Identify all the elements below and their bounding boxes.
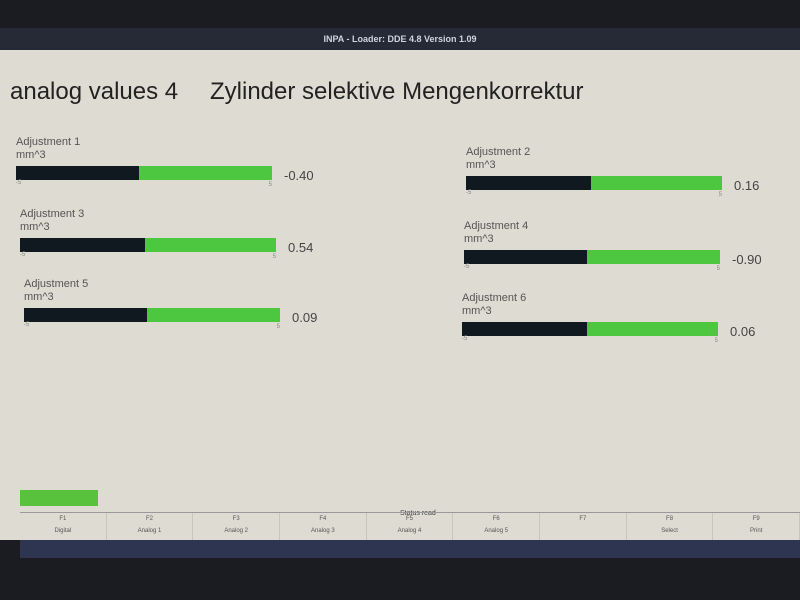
fkey-f4[interactable]: F4 Analog 3 — [280, 513, 367, 541]
adjustment-bar-fill — [466, 176, 592, 190]
adjustment-bar — [20, 238, 276, 252]
adjustment-label: Adjustment 5 — [24, 278, 89, 290]
fkey-f7[interactable]: F7 — [540, 513, 627, 541]
adjustment-4: Adjustment 4 mm^3 -5 5 -0.90 — [464, 220, 764, 274]
fkey-label: Analog 5 — [484, 528, 509, 534]
adjustment-bar — [466, 176, 722, 190]
adjustment-unit: mm^3 — [462, 305, 492, 317]
bar-min: -5 — [16, 180, 22, 186]
bar-max: 5 — [718, 192, 722, 198]
bar-max: 5 — [268, 182, 272, 188]
adjustment-bar-fill — [464, 250, 587, 264]
fkey-f2[interactable]: F2 Analog 1 — [107, 513, 194, 541]
adjustment-label: Adjustment 6 — [462, 292, 527, 304]
adjustment-label: Adjustment 2 — [466, 146, 531, 158]
fkey-label: Print — [750, 528, 763, 534]
adjustment-bar-fill — [16, 166, 139, 180]
adjustment-6: Adjustment 6 mm^3 -5 5 0.06 — [462, 292, 762, 346]
fkey-f8[interactable]: F8 Select — [627, 513, 714, 541]
bar-min: -5 — [20, 252, 26, 258]
adjustment-bar — [462, 322, 718, 336]
adjustment-bar — [16, 166, 272, 180]
adjustment-bar-fill — [20, 238, 146, 252]
adjustment-bar — [464, 250, 720, 264]
adjustment-value: -0.90 — [732, 252, 762, 267]
adjustment-2: Adjustment 2 mm^3 -5 5 0.16 — [466, 146, 766, 200]
adjustment-bar-fill — [24, 308, 147, 322]
main-screen: analog values 4 Zylinder selektive Menge… — [0, 50, 800, 541]
fkey-f3[interactable]: F3 Analog 2 — [193, 513, 281, 541]
bar-max: 5 — [714, 338, 718, 344]
adjustment-value: 0.16 — [734, 178, 760, 193]
fkey-key: F5 — [406, 516, 414, 522]
adjustment-unit: mm^3 — [20, 221, 50, 233]
adjustment-5: Adjustment 5 mm^3 -5 5 0.09 — [24, 278, 324, 332]
adjustment-unit: mm^3 — [16, 149, 46, 161]
adjustment-bar-fill — [462, 322, 588, 336]
status-indicator — [20, 490, 98, 506]
fkey-label: Analog 3 — [311, 528, 335, 534]
fkey-key: F4 — [319, 516, 327, 522]
adjustment-label: Adjustment 3 — [20, 208, 85, 220]
window-title: INPA - Loader: DDE 4.8 Version 1.09 — [0, 28, 800, 50]
page-title: Zylinder selektive Mengenkorrektur — [210, 78, 584, 105]
adjustment-label: Adjustment 1 — [16, 136, 81, 148]
bar-max: 5 — [272, 254, 276, 260]
bar-min: -5 — [24, 322, 30, 328]
fkey-key: F3 — [232, 516, 240, 522]
fkey-label: Analog 4 — [397, 528, 422, 534]
fkey-key: F2 — [146, 516, 154, 522]
bar-max: 5 — [276, 324, 280, 330]
status-text: Status read — [400, 510, 436, 517]
adjustment-3: Adjustment 3 mm^3 -5 5 0.54 — [20, 208, 320, 262]
bar-min: -5 — [462, 336, 468, 342]
adjustment-value: 0.06 — [730, 324, 756, 339]
fkey-key: F7 — [579, 516, 587, 522]
fkey-label: Analog 1 — [137, 528, 162, 534]
bar-min: -5 — [464, 264, 470, 270]
fkey-f5[interactable]: F5 Analog 4 — [367, 513, 454, 541]
fkey-f1[interactable]: F1 Digital — [20, 513, 107, 541]
adjustment-unit: mm^3 — [466, 159, 496, 171]
adjustment-value: 0.54 — [288, 240, 314, 255]
section-title: analog values 4 — [10, 78, 179, 105]
bar-min: -5 — [466, 190, 472, 196]
adjustment-unit: mm^3 — [24, 291, 54, 303]
fkey-f6[interactable]: F6 Analog 5 — [453, 513, 541, 541]
fkey-label: Select — [661, 528, 678, 534]
adjustment-unit: mm^3 — [464, 233, 494, 245]
adjustment-value: -0.40 — [284, 168, 314, 183]
fkey-key: F8 — [666, 516, 674, 522]
adjustment-value: 0.09 — [292, 310, 318, 325]
taskbar — [20, 540, 800, 558]
bar-max: 5 — [716, 266, 720, 272]
fkey-key: F1 — [59, 516, 67, 522]
adjustment-label: Adjustment 4 — [464, 220, 529, 232]
adjustment-bar — [24, 308, 280, 322]
fkey-label: Digital — [54, 528, 72, 534]
fkey-key: F9 — [752, 516, 760, 522]
fkey-f9[interactable]: F9 Print — [713, 513, 800, 541]
fkey-label: Analog 2 — [224, 528, 249, 534]
adjustment-1: Adjustment 1 mm^3 -5 5 -0.40 — [16, 136, 316, 190]
fkey-key: F6 — [492, 516, 500, 522]
